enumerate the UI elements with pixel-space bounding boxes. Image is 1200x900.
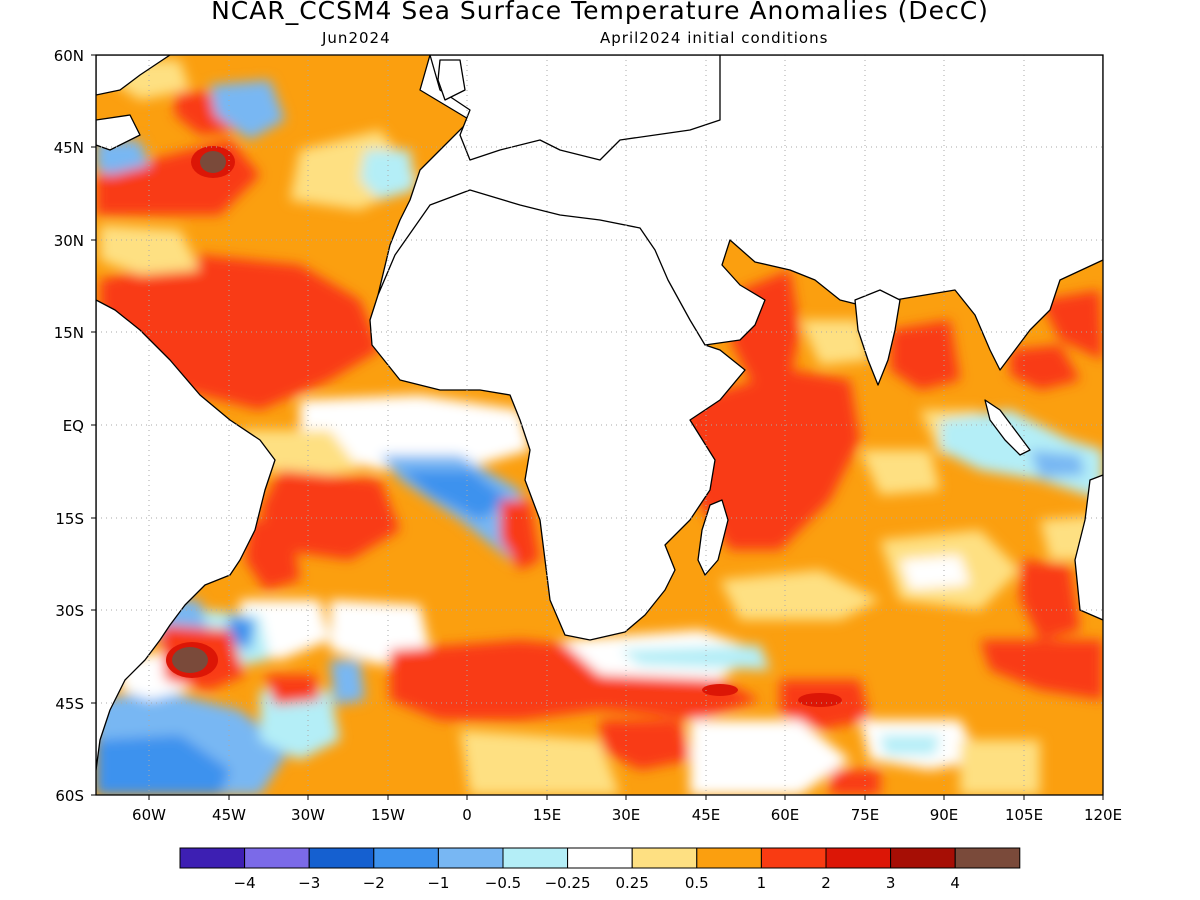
colorbar-swatch bbox=[760, 847, 827, 869]
colorbar-swatch bbox=[567, 847, 633, 869]
lon-label-15w: 15W bbox=[371, 806, 405, 824]
colorbar-label: 3 bbox=[886, 874, 896, 892]
colorbar-label: −4 bbox=[234, 874, 256, 892]
south-america bbox=[96, 299, 276, 771]
hotspot-brazil-malvinas bbox=[172, 647, 208, 673]
lon-label-45w: 45W bbox=[212, 806, 246, 824]
forecast-month: Jun2024 bbox=[322, 29, 391, 47]
africa-eurasia bbox=[369, 55, 1103, 641]
hotspot-northwest-atlantic bbox=[200, 151, 226, 173]
colorbar-swatch bbox=[373, 847, 439, 869]
lat-label-60s: 60S bbox=[55, 787, 84, 805]
graticule bbox=[96, 55, 1103, 795]
lon-label-75e: 75E bbox=[851, 806, 880, 824]
colorbar-swatch bbox=[890, 847, 956, 869]
lon-label-90e: 90E bbox=[930, 806, 959, 824]
colorbar-label: −0.5 bbox=[485, 874, 521, 892]
colorbar-label: −1 bbox=[427, 874, 449, 892]
colorbar-swatch bbox=[244, 847, 310, 869]
lon-label-15e: 15E bbox=[533, 806, 562, 824]
india bbox=[854, 289, 901, 386]
madagascar bbox=[697, 499, 729, 576]
colorbar-swatch bbox=[631, 847, 698, 869]
colorbar-label: 1 bbox=[757, 874, 767, 892]
colorbar-label: −2 bbox=[363, 874, 385, 892]
lon-label-60w: 60W bbox=[132, 806, 166, 824]
colorbar-legend: −4 −3 −2 −1 −0.5 −0.25 0.25 0.5 1 2 3 4 bbox=[179, 847, 1021, 892]
initial-conditions: April2024 initial conditions bbox=[600, 29, 829, 47]
colorbar-swatch bbox=[696, 847, 762, 869]
colorbar-label: 0.5 bbox=[685, 874, 709, 892]
colorbar-label: 2 bbox=[821, 874, 831, 892]
lat-label-15s: 15S bbox=[55, 510, 84, 528]
colorbar-swatch bbox=[825, 847, 892, 869]
lon-label-30e: 30E bbox=[612, 806, 641, 824]
lon-label-60e: 60E bbox=[771, 806, 800, 824]
colorbar-swatch bbox=[179, 847, 246, 869]
lon-label-30w: 30W bbox=[291, 806, 325, 824]
colorbar-label: −0.25 bbox=[545, 874, 591, 892]
lon-label-0: 0 bbox=[462, 806, 472, 824]
lat-label-45n: 45N bbox=[54, 139, 84, 157]
landmasses bbox=[96, 55, 1103, 771]
lat-label-30s: 30S bbox=[55, 602, 84, 620]
tick-marks bbox=[91, 54, 1104, 800]
colorbar-swatch bbox=[437, 847, 504, 869]
colorbar-swatch bbox=[308, 847, 375, 869]
lat-label-eq: EQ bbox=[63, 417, 84, 435]
lon-label-45e: 45E bbox=[692, 806, 721, 824]
colorbar-label: 4 bbox=[950, 874, 960, 892]
colorbar-swatch bbox=[954, 847, 1021, 869]
lon-label-105e: 105E bbox=[1005, 806, 1043, 824]
colorbar-label: 0.25 bbox=[615, 874, 648, 892]
map-title: NCAR_CCSM4 Sea Surface Temperature Anoma… bbox=[211, 0, 989, 25]
lat-label-15n: 15N bbox=[54, 324, 84, 342]
colorbar-swatch bbox=[502, 847, 569, 869]
lat-label-30n: 30N bbox=[54, 232, 84, 250]
lon-label-120e: 120E bbox=[1084, 806, 1122, 824]
lat-label-45s: 45S bbox=[55, 695, 84, 713]
colorbar-label: −3 bbox=[298, 874, 320, 892]
lat-label-60n: 60N bbox=[54, 47, 84, 65]
